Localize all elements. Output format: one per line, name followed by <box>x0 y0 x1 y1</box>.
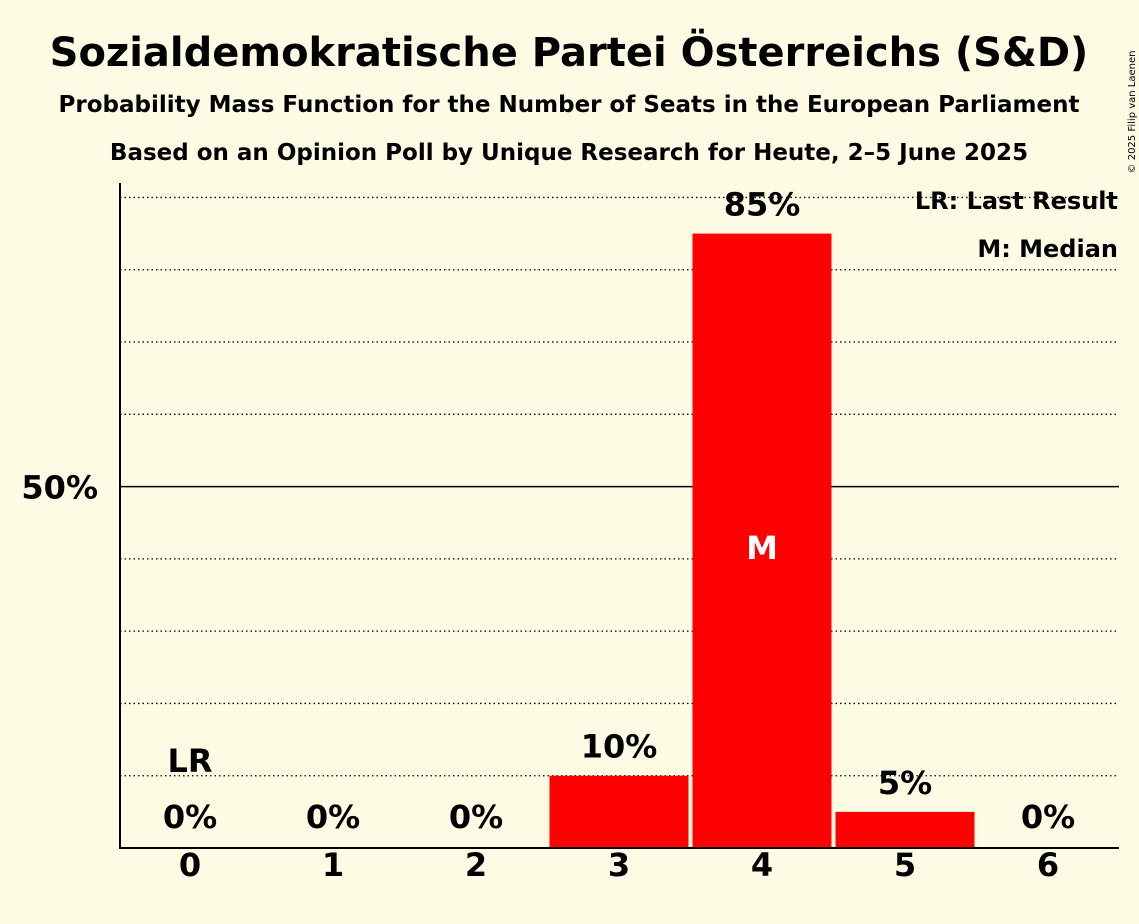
value-labels: 0% LR 0% 0% 10% 85% M 5% 0% <box>163 186 1075 836</box>
bar-5 <box>835 811 975 848</box>
chart-title: Sozialdemokratische Partei Österreichs (… <box>50 28 1089 76</box>
chart-subtitle: Probability Mass Function for the Number… <box>59 92 1080 118</box>
bar-4 <box>692 233 832 848</box>
value-label-2: 0% <box>449 798 503 836</box>
bar-3 <box>549 775 689 848</box>
x-tick-3: 3 <box>608 846 630 884</box>
value-label-4: 85% <box>724 186 801 224</box>
x-tick-5: 5 <box>894 846 916 884</box>
median-marker: M <box>746 529 778 567</box>
value-label-5: 5% <box>878 764 932 802</box>
x-tick-labels: 0 1 2 3 4 5 6 <box>179 846 1059 884</box>
x-tick-1: 1 <box>322 846 344 884</box>
chart-subtitle-2: Based on an Opinion Poll by Unique Resea… <box>110 140 1028 166</box>
value-label-6: 0% <box>1021 798 1075 836</box>
last-result-marker: LR <box>167 742 212 780</box>
x-tick-4: 4 <box>751 846 773 884</box>
value-label-0: 0% <box>163 798 217 836</box>
value-label-1: 0% <box>306 798 360 836</box>
bars <box>549 233 975 848</box>
legend-median: M: Median <box>977 235 1118 263</box>
x-tick-2: 2 <box>465 846 487 884</box>
x-tick-0: 0 <box>179 846 201 884</box>
x-tick-6: 6 <box>1037 846 1059 884</box>
gridlines <box>120 196 1119 777</box>
copyright: © 2025 Filip van Laenen <box>1127 51 1138 174</box>
legend-last-result: LR: Last Result <box>915 187 1118 215</box>
value-label-3: 10% <box>581 728 658 766</box>
y-tick-label: 50% <box>21 469 98 507</box>
